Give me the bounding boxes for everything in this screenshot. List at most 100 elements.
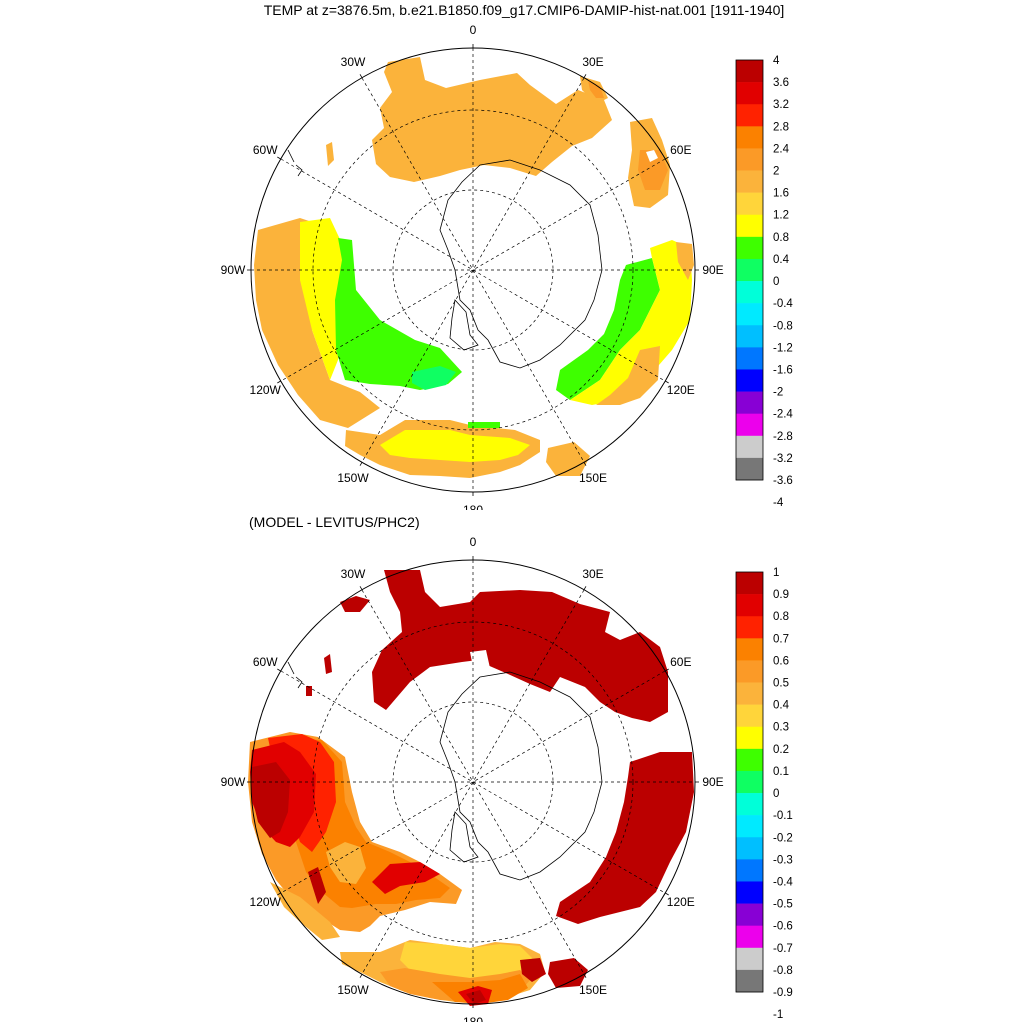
longitude-label: 0 (470, 535, 477, 549)
longitude-labels: 0 30E 60E 90E 120E 150E 180 150W 120W 90W 60W 30W (221, 535, 724, 1022)
colorbar-swatch (736, 82, 763, 105)
longitude-tick (665, 892, 669, 896)
longitude-tick (665, 380, 669, 384)
colorbar-swatch (736, 369, 763, 392)
colorbar-swatch (736, 793, 763, 816)
longitude-label: 90E (702, 775, 723, 789)
longitude-tick (359, 586, 363, 590)
colorbar-label: 3.6 (773, 77, 789, 89)
colorbar-label: -0.7 (773, 943, 793, 955)
graticule (251, 560, 695, 1004)
longitude-label: 150E (579, 471, 607, 485)
colorbar-label: 0.8 (773, 611, 789, 623)
colorbar-swatch (736, 214, 763, 238)
longitude-tick (583, 74, 587, 78)
colorbar-label: -0.2 (773, 832, 793, 844)
panel2-title: (MODEL - LEVITUS/PHC2) (249, 514, 420, 530)
colorbar-swatch (736, 192, 763, 216)
difference-polar-map: 0 30E 60E 90E 120E 150E 180 150W 120W 90W 60W 30W 1… (221, 535, 794, 1022)
colorbar-label: -0.8 (773, 320, 793, 332)
longitude-label: 30E (582, 55, 603, 69)
colorbar-swatch (736, 413, 763, 437)
longitude-label: 180 (463, 503, 483, 510)
colorbar-label: 0.4 (773, 254, 790, 266)
colorbar-swatch (736, 126, 763, 149)
colorbar-swatch (736, 258, 763, 282)
colorbar-label: 1.2 (773, 210, 789, 222)
colorbar-label: 0.3 (773, 722, 789, 734)
colorbar-label: 0.1 (773, 766, 789, 778)
colorbar-label: -0.6 (773, 921, 793, 933)
colorbar-swatch (736, 969, 763, 993)
longitude-tick (359, 974, 363, 978)
colorbar-label: -0.9 (773, 987, 793, 999)
colorbar-label: -1.2 (773, 342, 793, 354)
colorbar-swatch (736, 748, 763, 772)
longitude-labels: 0 30E 60E 90E 120E 150E 180 150W 120W 90W 60W 30W (221, 23, 724, 510)
temperature-colorbar: 4 3.6 3.2 2.8 2.4 2 1.6 1.2 0.8 0.4 0 -0.4 -0.8 -1.2 -… (735, 55, 793, 509)
land-outlines (287, 661, 603, 881)
graticule (251, 48, 695, 492)
colorbar-swatch (736, 881, 763, 904)
longitude-tick (583, 974, 587, 978)
longitude-label: 150W (337, 471, 369, 485)
colorbar-swatch (736, 859, 763, 882)
colorbar-swatch (736, 704, 763, 728)
longitude-label: 150W (337, 983, 369, 997)
longitude-tick (277, 156, 281, 160)
longitude-label: 120E (667, 383, 695, 397)
colorbar-label: 0 (773, 788, 779, 800)
longitude-label: 90W (221, 263, 246, 277)
longitude-label: 0 (470, 23, 477, 37)
colorbar-swatch (736, 60, 763, 83)
colorbar-label: -0.5 (773, 899, 793, 911)
colorbar-label: -0.4 (773, 298, 793, 310)
colorbar-label: 2 (773, 166, 779, 178)
longitude-label: 180 (463, 1015, 483, 1022)
colorbar-label: -0.1 (773, 810, 793, 822)
colorbar-frame (735, 571, 764, 993)
longitude-tick (359, 462, 363, 466)
colorbar-label: 0 (773, 276, 779, 288)
colorbar-label: -2.4 (773, 409, 793, 421)
longitude-label: 150E (579, 983, 607, 997)
longitude-tick (277, 668, 281, 672)
colorbar-swatch (736, 660, 763, 683)
colorbar-swatch (736, 148, 763, 171)
longitude-label: 120E (667, 895, 695, 909)
page-title: TEMP at z=3876.5m, b.e21.B1850.f09_g17.C… (263, 2, 785, 18)
colorbar-swatch (736, 925, 763, 949)
colorbar-label: 0.9 (773, 589, 789, 601)
colorbar-label: -4 (773, 497, 784, 509)
colorbar-label: 1.6 (773, 188, 789, 200)
longitude-label: 30W (341, 567, 366, 581)
ocean-field-layer (254, 57, 694, 478)
colorbar-swatch (736, 594, 763, 617)
colorbar-swatch (736, 457, 763, 481)
colorbar-swatch (736, 837, 763, 860)
longitude-tick (583, 462, 587, 466)
longitude-tick (665, 668, 669, 672)
colorbar-swatch (736, 391, 763, 414)
longitude-tick (277, 380, 281, 384)
colorbar-label: -0.4 (773, 877, 793, 889)
colorbar-swatch (736, 347, 763, 370)
colorbar-swatch (736, 303, 763, 326)
colorbar-label: 2.4 (773, 143, 790, 155)
colorbar-swatch (736, 281, 763, 304)
colorbar-swatch (736, 236, 763, 260)
colorbar-label: -2.8 (773, 431, 793, 443)
colorbar-label: 1 (773, 567, 779, 579)
temperature-polar-map: 0 30E 60E 90E 120E 150E 180 150W 120W 90W 60W 30W 4… (221, 23, 794, 510)
colorbar-swatch (736, 903, 763, 926)
colorbar-swatch (736, 682, 763, 705)
longitude-tick (583, 586, 587, 590)
longitude-label: 60W (253, 655, 278, 669)
colorbar-swatch (736, 815, 763, 838)
colorbar-label: -2 (773, 387, 783, 399)
longitude-tick (665, 156, 669, 160)
colorbar-label: -1.6 (773, 365, 793, 377)
ocean-field-layer (248, 570, 694, 1006)
colorbar-swatch (736, 325, 763, 348)
colorbar-label: 0.8 (773, 232, 789, 244)
